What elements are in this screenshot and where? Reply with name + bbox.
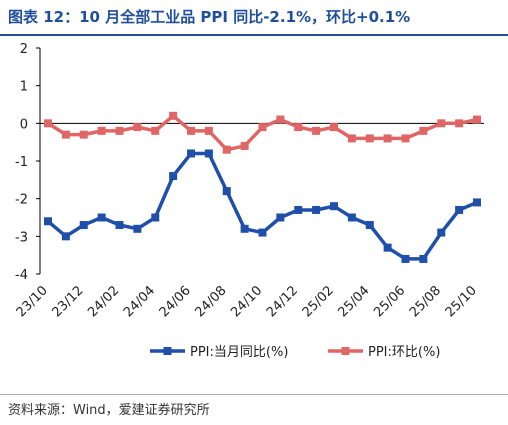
data-point [44, 217, 52, 226]
data-point [455, 119, 464, 128]
data-point [97, 126, 106, 135]
data-point [419, 254, 428, 263]
data-point [169, 172, 178, 181]
data-point [258, 228, 267, 237]
y-tick-label: -4 [15, 268, 28, 283]
data-point [330, 202, 338, 211]
data-point [276, 213, 285, 222]
y-tick-label: -2 [15, 193, 28, 208]
data-point [44, 119, 52, 128]
series-layer [44, 111, 481, 263]
data-point [419, 126, 428, 135]
x-tick-label: 24/10 [228, 283, 265, 320]
x-tick-label: 25/08 [407, 283, 444, 320]
data-point [473, 115, 481, 124]
data-point [79, 221, 88, 230]
data-point [97, 213, 106, 222]
data-point [383, 134, 392, 143]
data-point [240, 141, 249, 150]
data-point [240, 224, 249, 233]
data-point [133, 224, 142, 233]
data-point [365, 134, 374, 143]
line-chart: 210-1-2-3-4 23/1023/1224/0224/0424/0624/… [14, 42, 484, 360]
chart-title: 图表 12：10 月全部工业品 PPI 同比-2.1%，环比+0.1% [8, 8, 411, 26]
data-point [169, 111, 178, 120]
source-note: 资料来源：Wind，爱建证券研究所 [8, 403, 210, 418]
y-tick-label: -1 [15, 155, 28, 170]
data-point [222, 187, 231, 196]
data-point [401, 254, 410, 263]
legend-label: PPI:当月同比(%) [190, 345, 288, 360]
data-point [312, 126, 321, 135]
data-point [115, 221, 124, 230]
data-point [61, 130, 70, 139]
data-point [365, 221, 374, 230]
data-point [312, 205, 321, 214]
source-divider [0, 394, 508, 395]
data-point [401, 134, 410, 143]
x-tick-label: 25/04 [335, 283, 372, 320]
legend-marker [163, 347, 172, 355]
data-point [276, 115, 285, 124]
title-underline [0, 34, 508, 36]
data-point [187, 126, 195, 135]
y-tick-label: 0 [20, 117, 28, 132]
data-point [455, 205, 464, 214]
title-bar: 图表 12：10 月全部工业品 PPI 同比-2.1%，环比+0.1% [0, 0, 508, 36]
data-point [115, 126, 124, 135]
legend-item-1: PPI:环比(%) [328, 345, 440, 360]
data-point [187, 149, 195, 158]
data-point [61, 232, 70, 241]
x-tick-label: 25/10 [443, 283, 480, 320]
x-tick-label: 24/06 [157, 283, 194, 320]
data-point [204, 126, 213, 135]
legend-label: PPI:环比(%) [368, 345, 440, 360]
data-point [383, 243, 392, 252]
data-point [330, 123, 338, 132]
y-axis: 2 1 0 -1 -2 -3 -4 [15, 42, 41, 283]
x-tick-label: 23/10 [14, 283, 51, 320]
data-point [347, 213, 356, 222]
data-point [437, 119, 446, 128]
x-tick-label: 25/02 [300, 283, 337, 320]
legend-item-0: PPI:当月同比(%) [150, 345, 288, 360]
data-point [133, 123, 142, 132]
y-tick-label: 2 [20, 42, 28, 57]
x-tick-label: 25/06 [371, 283, 408, 320]
x-tick-label: 23/12 [49, 283, 86, 320]
data-point [437, 228, 446, 237]
data-point [204, 149, 213, 158]
y-tick-label: 1 [20, 80, 28, 95]
data-point [79, 130, 88, 139]
series-line-0 [46, 151, 478, 261]
data-point [258, 123, 267, 132]
legend: PPI:当月同比(%) PPI:环比(%) [150, 345, 440, 360]
data-point [294, 205, 303, 214]
legend-marker [341, 347, 350, 355]
data-point [347, 134, 356, 143]
series-line-1 [47, 114, 478, 152]
data-point [473, 198, 481, 207]
data-point [151, 126, 160, 135]
data-point [222, 145, 231, 154]
x-tick-label: 24/04 [121, 283, 158, 320]
x-tick-label: 24/08 [192, 283, 229, 320]
y-tick-label: -3 [15, 230, 28, 245]
x-tick-label: 24/12 [264, 283, 301, 320]
data-point [151, 213, 160, 222]
x-tick-label: 24/02 [85, 283, 122, 320]
data-point [294, 123, 303, 132]
